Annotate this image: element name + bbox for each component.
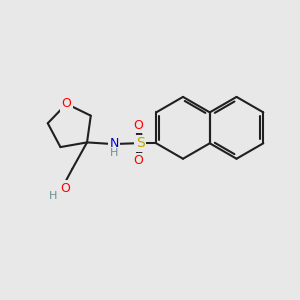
Text: H: H: [49, 191, 57, 201]
Text: S: S: [136, 136, 144, 150]
Text: O: O: [134, 154, 143, 167]
Text: O: O: [134, 119, 143, 132]
Text: O: O: [61, 97, 71, 110]
Text: O: O: [61, 182, 70, 194]
Text: N: N: [110, 137, 119, 150]
Text: H: H: [110, 148, 118, 158]
